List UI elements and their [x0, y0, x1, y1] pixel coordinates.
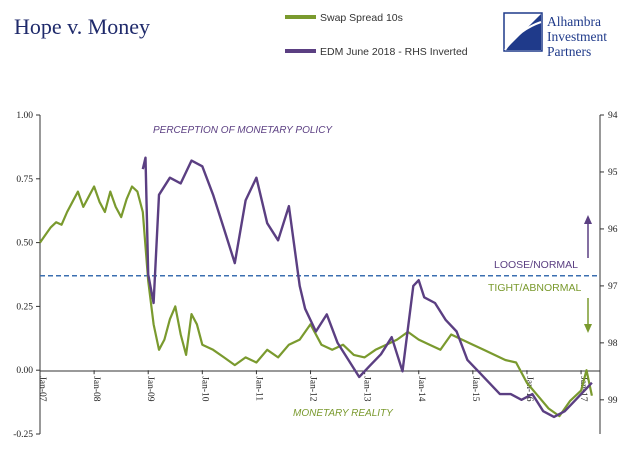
- right-tick-label: 95: [608, 168, 618, 178]
- left-tick-label: 0.00: [16, 366, 33, 376]
- left-axis-ticks: 1.00 0.75 0.50 0.25 0.00 -0.25: [13, 111, 40, 440]
- x-tick-label: Jan-08: [91, 376, 101, 402]
- legend-label-green: Swap Spread 10s: [320, 12, 403, 24]
- left-tick-label: 0.50: [16, 239, 33, 249]
- x-tick-label: Jan-15: [470, 376, 480, 402]
- logo: Alhambra Investment Partners: [503, 12, 607, 59]
- annotation-reality: MONETARY REALITY: [293, 408, 394, 419]
- arrow-down-icon: [584, 298, 592, 333]
- legend: Swap Spread 10s EDM June 2018 - RHS Inve…: [285, 12, 468, 58]
- x-tick-label: Jan-07: [37, 376, 47, 402]
- series-swap-spread-line: [39, 185, 593, 418]
- right-tick-label: 98: [608, 339, 618, 349]
- x-tick-label: Jan-13: [362, 376, 372, 402]
- left-tick-label: 0.75: [16, 175, 33, 185]
- x-tick-label: Jan-10: [199, 376, 209, 402]
- right-tick-label: 94: [608, 111, 618, 121]
- logo-line-3: Partners: [547, 44, 591, 59]
- x-tick-label: Jan-11: [253, 376, 263, 401]
- annotation-loose-normal: LOOSE/NORMAL: [494, 259, 578, 271]
- x-tick-label: Jan-14: [416, 376, 426, 402]
- x-tick-label: Jan-16: [524, 376, 534, 402]
- left-tick-label: -0.25: [13, 430, 33, 440]
- right-tick-label: 96: [608, 225, 618, 235]
- left-tick-label: 1.00: [16, 111, 33, 121]
- logo-line-2: Investment: [547, 29, 607, 44]
- x-axis-ticks: Jan-07 Jan-08 Jan-09 Jan-10 Jan-11 Jan-12 Jan-…: [37, 370, 588, 402]
- logo-line-1: Alhambra: [547, 14, 601, 29]
- left-tick-label: 0.25: [16, 302, 33, 312]
- chart-title: Hope v. Money: [14, 14, 150, 39]
- arrow-up-icon: [584, 215, 592, 258]
- annotation-tight-abnormal: TIGHT/ABNORMAL: [488, 282, 582, 294]
- x-tick-label: Jan-12: [308, 376, 318, 402]
- right-tick-label: 97: [608, 282, 618, 292]
- x-tick-label: Jan-09: [145, 376, 155, 402]
- logo-swoosh-icon: [504, 21, 542, 51]
- right-tick-label: 99: [608, 396, 618, 406]
- annotation-perception: PERCEPTION OF MONETARY POLICY: [153, 125, 333, 136]
- series-edm-line: [141, 156, 593, 419]
- x-tick-label: Jan-17: [578, 376, 588, 402]
- right-axis-ticks: 94 95 96 97 98 99: [600, 111, 618, 406]
- legend-label-purple: EDM June 2018 - RHS Inverted: [320, 46, 468, 58]
- plot-area: [39, 115, 601, 434]
